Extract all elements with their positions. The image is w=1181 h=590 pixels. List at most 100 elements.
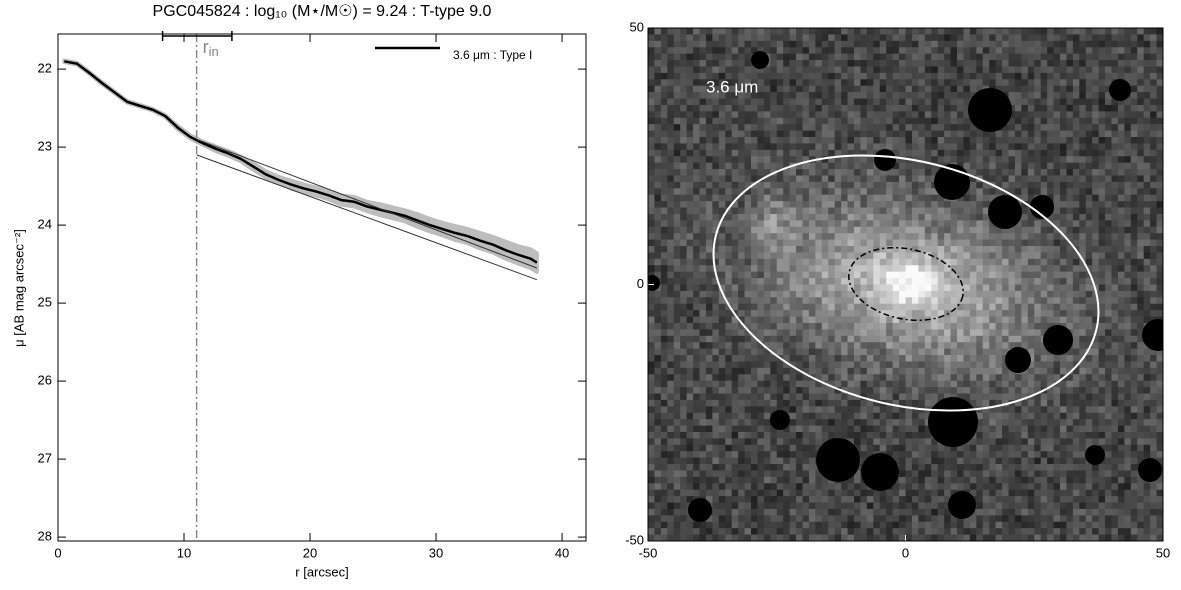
- pixel: [796, 303, 803, 311]
- pixel: [705, 162, 713, 170]
- pixel: [937, 342, 945, 350]
- pixel: [693, 156, 700, 164]
- pixel: [866, 246, 874, 253]
- pixel: [918, 412, 926, 420]
- pixel: [1079, 322, 1087, 330]
- pixel: [796, 79, 803, 87]
- pixel: [1002, 361, 1009, 369]
- pixel: [648, 156, 655, 164]
- pixel: [699, 246, 707, 253]
- pixel: [725, 104, 733, 112]
- pixel: [957, 66, 964, 74]
- pixel: [866, 252, 874, 260]
- pixel: [802, 316, 810, 324]
- pixel: [1053, 47, 1061, 55]
- pixel: [854, 85, 861, 93]
- pixel: [982, 348, 990, 356]
- pixel: [1034, 265, 1042, 273]
- pixel: [667, 181, 675, 189]
- pixel: [854, 342, 861, 350]
- pixel: [1053, 137, 1061, 144]
- pixel: [770, 239, 778, 247]
- pixel: [1066, 387, 1074, 394]
- pixel: [1034, 297, 1042, 305]
- pixel: [1092, 169, 1100, 176]
- pixel: [770, 28, 778, 35]
- pixel: [905, 399, 913, 407]
- pixel: [963, 284, 971, 292]
- pixel: [982, 258, 990, 266]
- pixel: [860, 252, 868, 260]
- pixel: [808, 201, 816, 208]
- pixel: [924, 348, 932, 356]
- pixel: [879, 85, 887, 93]
- pixel: [1027, 92, 1035, 99]
- pixel: [693, 265, 700, 273]
- pixel: [1040, 220, 1048, 228]
- pixel: [1092, 156, 1100, 164]
- pixel: [1060, 355, 1067, 362]
- pixel: [899, 284, 906, 292]
- pixel: [693, 303, 700, 311]
- pixel: [802, 374, 810, 382]
- pixel: [1137, 143, 1145, 151]
- pixel: [776, 393, 784, 401]
- pixel: [1124, 355, 1132, 362]
- pixel: [1021, 380, 1029, 388]
- pixel: [841, 303, 848, 311]
- pixel: [1150, 201, 1157, 208]
- pixel: [770, 246, 778, 253]
- pixel: [1150, 220, 1157, 228]
- pixel: [1047, 387, 1054, 394]
- pixel: [789, 79, 797, 87]
- pixel: [744, 342, 752, 350]
- pixel: [1117, 258, 1125, 266]
- pixel: [886, 85, 894, 93]
- pixel: [776, 258, 784, 266]
- pixel: [841, 117, 848, 125]
- pixel: [763, 297, 771, 305]
- pixel: [854, 34, 861, 42]
- pixel: [680, 60, 688, 67]
- pixel: [744, 28, 752, 35]
- pixel: [699, 213, 707, 221]
- pixel: [847, 239, 855, 247]
- pixel: [860, 117, 868, 125]
- pixel: [957, 149, 964, 157]
- pixel: [770, 406, 778, 414]
- pixel: [783, 156, 791, 164]
- pixel: [905, 79, 913, 87]
- pixel: [1060, 239, 1067, 247]
- pixel: [731, 322, 739, 330]
- pixel: [1040, 124, 1048, 131]
- pixel: [673, 40, 681, 48]
- pixel: [847, 28, 855, 35]
- pixel: [1092, 40, 1100, 48]
- pixel: [802, 258, 810, 266]
- pixel: [1014, 406, 1022, 414]
- pixel: [1072, 348, 1080, 356]
- pixel: [693, 361, 700, 369]
- pixel: [693, 169, 700, 176]
- pixel: [931, 213, 939, 221]
- pixel: [821, 329, 829, 337]
- pixel: [1092, 335, 1100, 343]
- pixel: [1072, 220, 1080, 228]
- pixel: [1143, 278, 1151, 285]
- pixel: [1111, 374, 1119, 382]
- pixel: [802, 201, 810, 208]
- pixel: [718, 278, 726, 285]
- pixel: [1130, 329, 1138, 337]
- pixel: [969, 188, 977, 196]
- pixel: [1021, 278, 1029, 285]
- pixel: [1105, 252, 1112, 260]
- pixel: [854, 412, 861, 420]
- pixel: [957, 239, 964, 247]
- pixel: [660, 201, 668, 208]
- pixel: [976, 239, 984, 247]
- pixel: [738, 60, 745, 67]
- pixel: [1117, 342, 1125, 350]
- pixel: [1021, 374, 1029, 382]
- pixel: [1105, 329, 1112, 337]
- pixel: [1014, 220, 1022, 228]
